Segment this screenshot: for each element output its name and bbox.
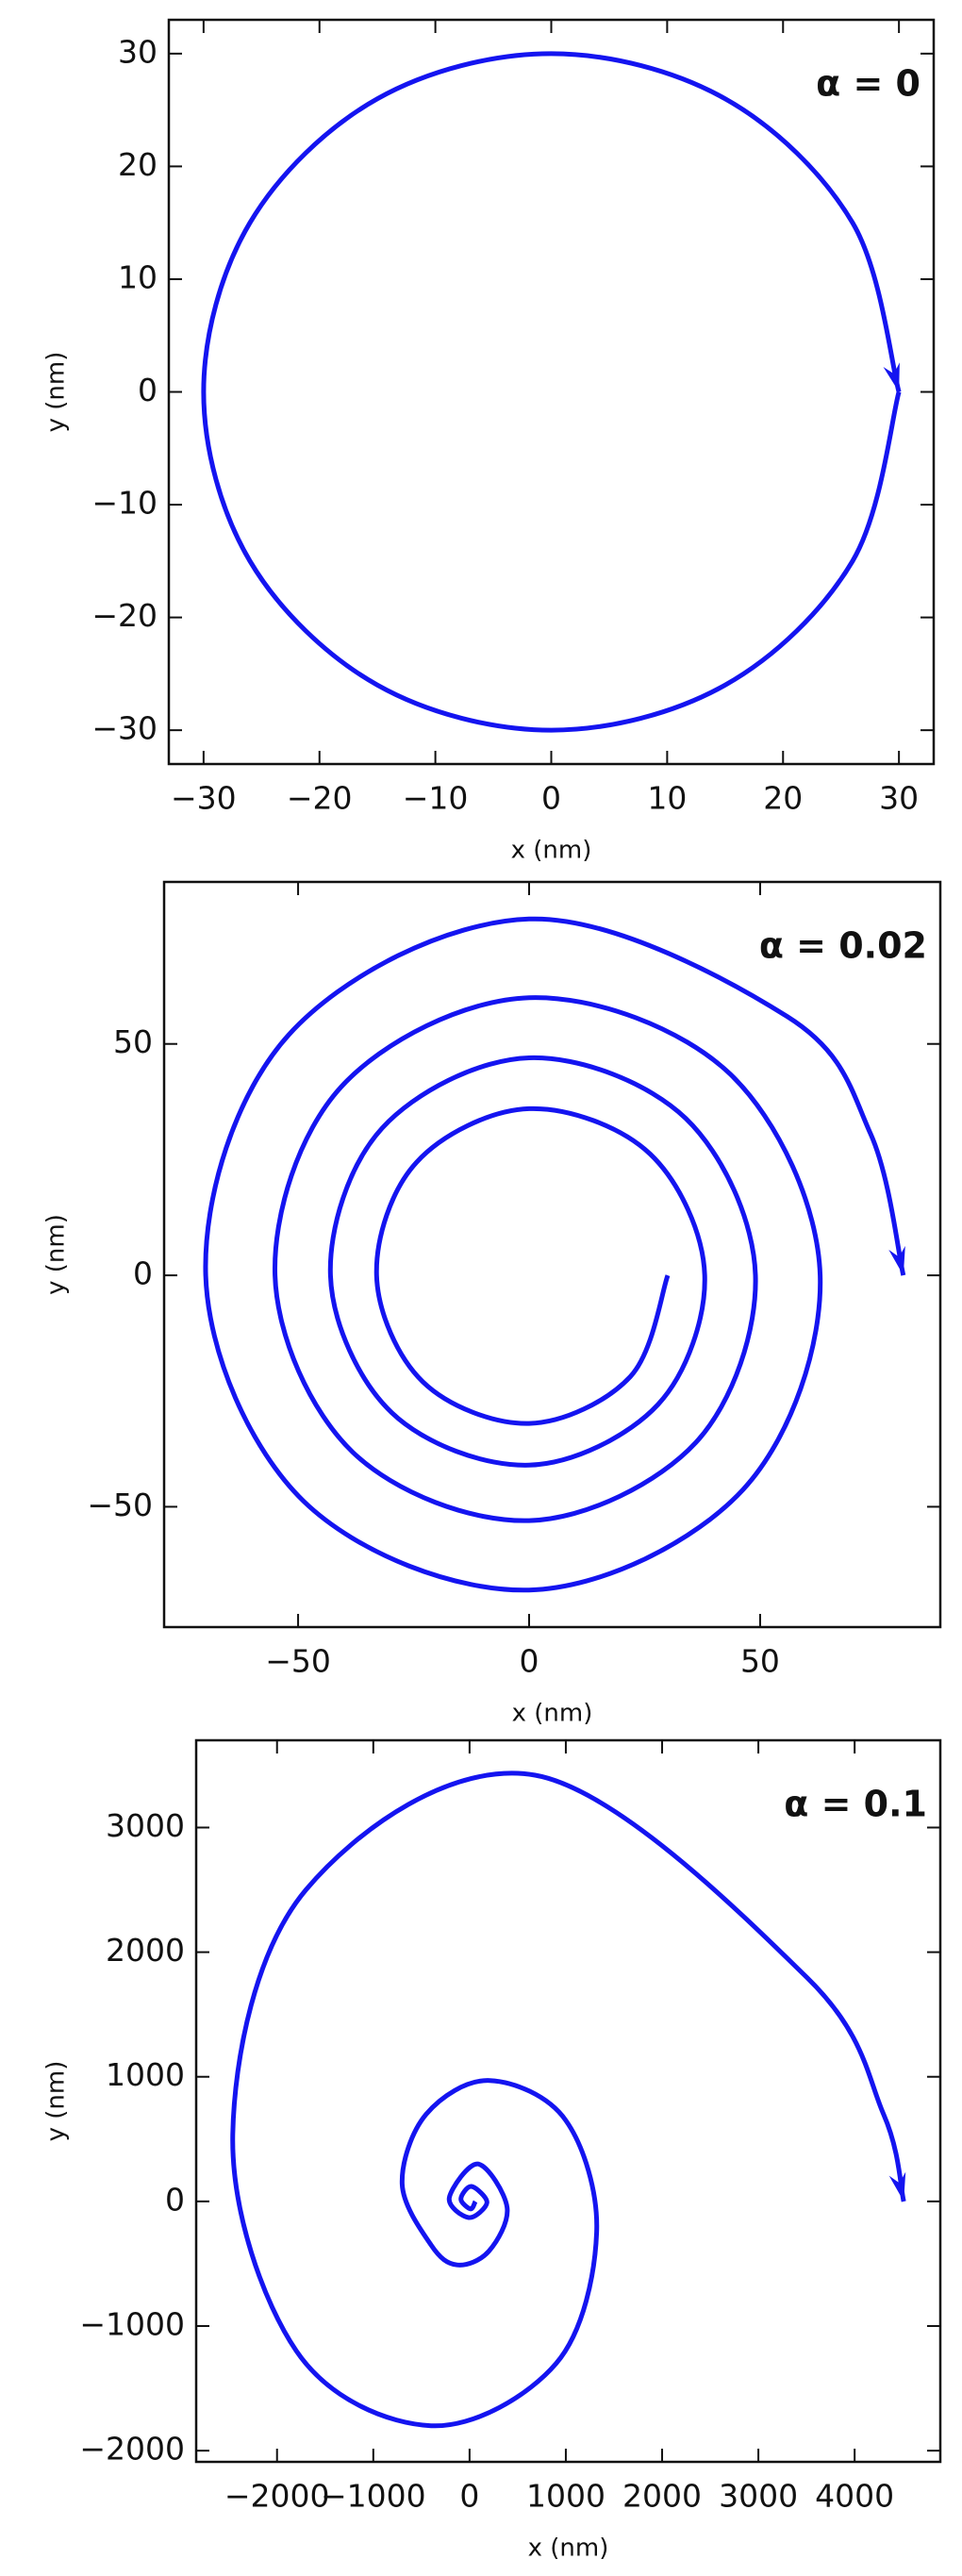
- plot-frame: [167, 18, 936, 766]
- plot-frame: [162, 880, 942, 1629]
- x-tick-label: −30: [171, 780, 237, 817]
- x-tick-label: −1000: [321, 2478, 426, 2515]
- annotation: α = 0: [816, 63, 921, 105]
- direction-arrow: [888, 2171, 906, 2202]
- y-tick-label: 0: [138, 372, 158, 408]
- x-axis-label: x (nm): [511, 837, 592, 865]
- y-tick-label: −2000: [79, 2431, 185, 2468]
- x-tick-label: 1000: [526, 2478, 605, 2515]
- x-tick-label: 2000: [622, 2478, 702, 2515]
- trajectory: [203, 916, 906, 1593]
- y-tick-label: 1000: [106, 2056, 185, 2093]
- y-tick-label: −30: [91, 710, 158, 747]
- y-tick-label: 30: [118, 33, 158, 70]
- plot-frame: [194, 1738, 942, 2464]
- annotation: α = 0.1: [784, 1784, 927, 1825]
- x-tick-label: −20: [287, 780, 353, 817]
- trajectory: [230, 1770, 906, 2429]
- y-axis-label: y (nm): [42, 1214, 71, 1295]
- direction-arrow: [888, 1245, 905, 1276]
- chart-panel: −30 −20 −10 0 10 20 30 −30 −20 −10 0 10 20 30 x (nm) y …: [42, 18, 936, 865]
- y-tick-label: 20: [118, 146, 158, 183]
- y-tick-label: −50: [87, 1487, 153, 1523]
- y-tick-label: 10: [118, 258, 158, 295]
- x-tick-label: 4000: [815, 2478, 894, 2515]
- x-tick-label: −50: [265, 1643, 331, 1680]
- direction-arrow: [883, 362, 900, 392]
- y-axis-label: y (nm): [42, 352, 71, 433]
- y-tick-label: 0: [165, 2181, 185, 2218]
- x-tick-label: 10: [647, 780, 687, 817]
- x-axis-label: x (nm): [512, 1700, 593, 1728]
- y-tick-label: 0: [133, 1255, 153, 1292]
- x-tick-label: 30: [879, 780, 919, 817]
- x-tick-label: 0: [459, 2478, 479, 2515]
- x-tick-label: 3000: [719, 2478, 798, 2515]
- y-tick-label: 2000: [106, 1932, 185, 1969]
- x-tick-label: −2000: [224, 2478, 330, 2515]
- x-axis-label: x (nm): [528, 2534, 609, 2563]
- y-tick-label: 3000: [106, 1807, 185, 1844]
- x-tick-label: 50: [740, 1643, 780, 1680]
- chart-panel: −50 0 50 −50 0 50 x (nm) y (nm) α = 0.02: [42, 880, 942, 1728]
- y-tick-label: 50: [113, 1023, 153, 1060]
- y-tick-label: −20: [91, 597, 158, 634]
- annotation: α = 0.02: [759, 925, 927, 967]
- x-tick-label: 20: [763, 780, 803, 817]
- trajectory: [201, 51, 902, 733]
- x-tick-label: 0: [541, 780, 561, 817]
- chart-panel: −2000−1000 0 1000 2000 3000 4000−2000−1000010…: [42, 1738, 942, 2563]
- x-tick-label: −10: [403, 780, 469, 817]
- x-tick-label: 0: [520, 1643, 539, 1680]
- y-tick-label: −10: [91, 485, 158, 522]
- y-tick-label: −1000: [79, 2305, 185, 2342]
- y-axis-label: y (nm): [42, 2061, 71, 2142]
